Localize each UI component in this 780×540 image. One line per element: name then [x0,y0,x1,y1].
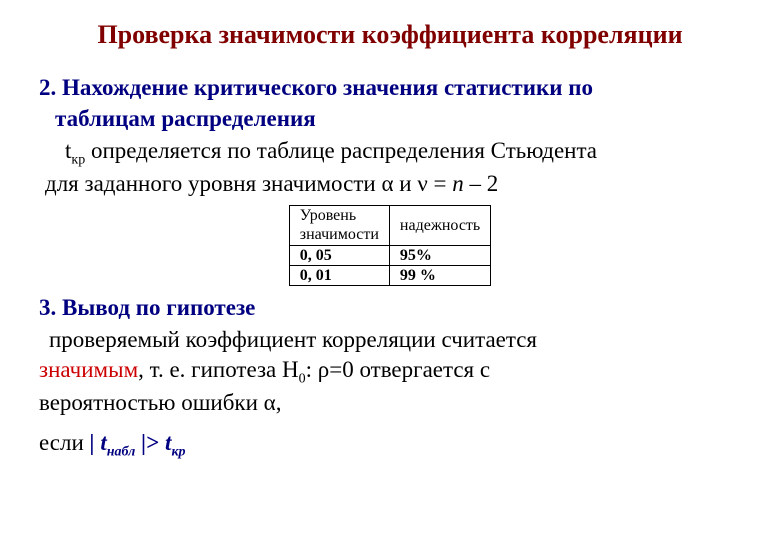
n-symbol: n [452,171,464,196]
col-header-level: Уровеньзначимости [289,206,389,245]
cell-level-001: 0, 01 [289,265,389,285]
section2-heading-line2: таблицам распределения [35,105,745,134]
table-row: Уровеньзначимости надежность [289,206,490,245]
alpha-symbol-2: α [264,390,276,415]
section3-body-line1: проверяемый коэффициент корреляции счита… [35,325,745,355]
criterion-expression: | tнабл |> tкр [90,430,186,455]
section2-heading-line1: 2. Нахождение критического значения стат… [35,74,745,103]
significance-table: Уровеньзначимости надежность 0, 05 95% 0… [289,205,491,286]
cell-reliability-99: 99 % [389,265,490,285]
col-header-reliability: надежность [389,206,490,245]
section3-heading: 3. Вывод по гипотезе [35,294,745,323]
nu-symbol: ν [417,171,427,196]
section2-body-line2: для заданного уровня значимости α и ν = … [35,169,745,199]
section3-body-line2: значимым, т. е. гипотеза Н0: ρ=0 отверга… [35,355,745,389]
significant-word: значимым [39,357,138,382]
section2-body-line1: tкр определяется по таблице распределени… [35,136,745,170]
alpha-symbol: α [381,171,393,196]
page-title: Проверка значимости коэффициента корреля… [35,20,745,50]
cell-level-005: 0, 05 [289,245,389,265]
t-kr-symbol: tкр [65,138,85,163]
section3-body-line3: вероятностью ошибки α, [35,388,745,418]
rho-symbol: ρ [318,357,329,382]
cell-reliability-95: 95% [389,245,490,265]
table-row: 0, 05 95% [289,245,490,265]
section3-body-line4: если | tнабл |> tкр [35,428,745,462]
table-row: 0, 01 99 % [289,265,490,285]
